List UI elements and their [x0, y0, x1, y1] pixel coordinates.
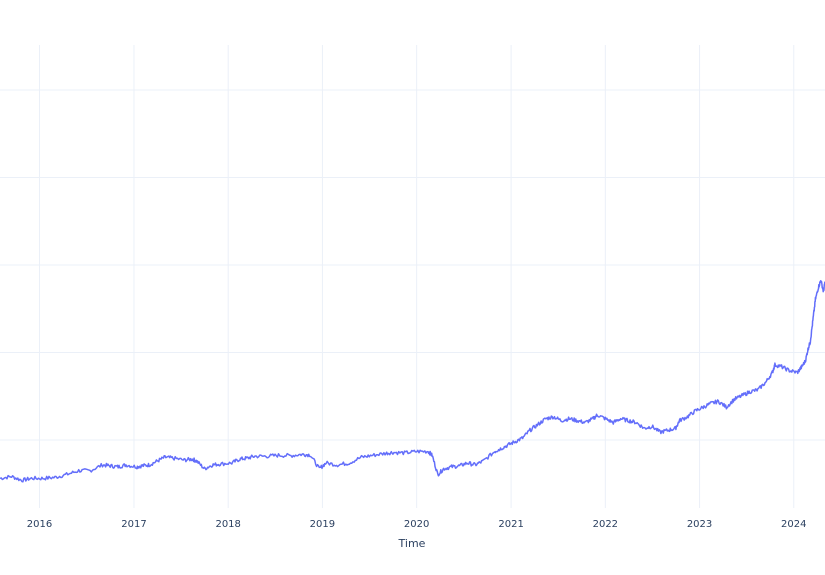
x-tick-label: 2017: [121, 519, 146, 530]
x-tick-label: 2018: [215, 519, 240, 530]
x-tick-label: 2016: [27, 519, 52, 530]
series-group: [0, 280, 825, 483]
series-line: [0, 280, 825, 483]
x-tick-label: 2024: [781, 519, 806, 530]
x-gridlines: [38, 45, 795, 508]
x-axis-title: Time: [398, 537, 426, 550]
x-tick-label: 2022: [593, 519, 618, 530]
x-tick-label: 2019: [310, 519, 335, 530]
y-gridlines: [0, 89, 825, 441]
x-tick-label: 2020: [404, 519, 429, 530]
x-tick-label: 2023: [687, 519, 712, 530]
x-tick-label: 2021: [498, 519, 523, 530]
x-tick-labels: 2016 2017 2018 2019 2020 2021 2022 2023 2024: [27, 519, 807, 530]
